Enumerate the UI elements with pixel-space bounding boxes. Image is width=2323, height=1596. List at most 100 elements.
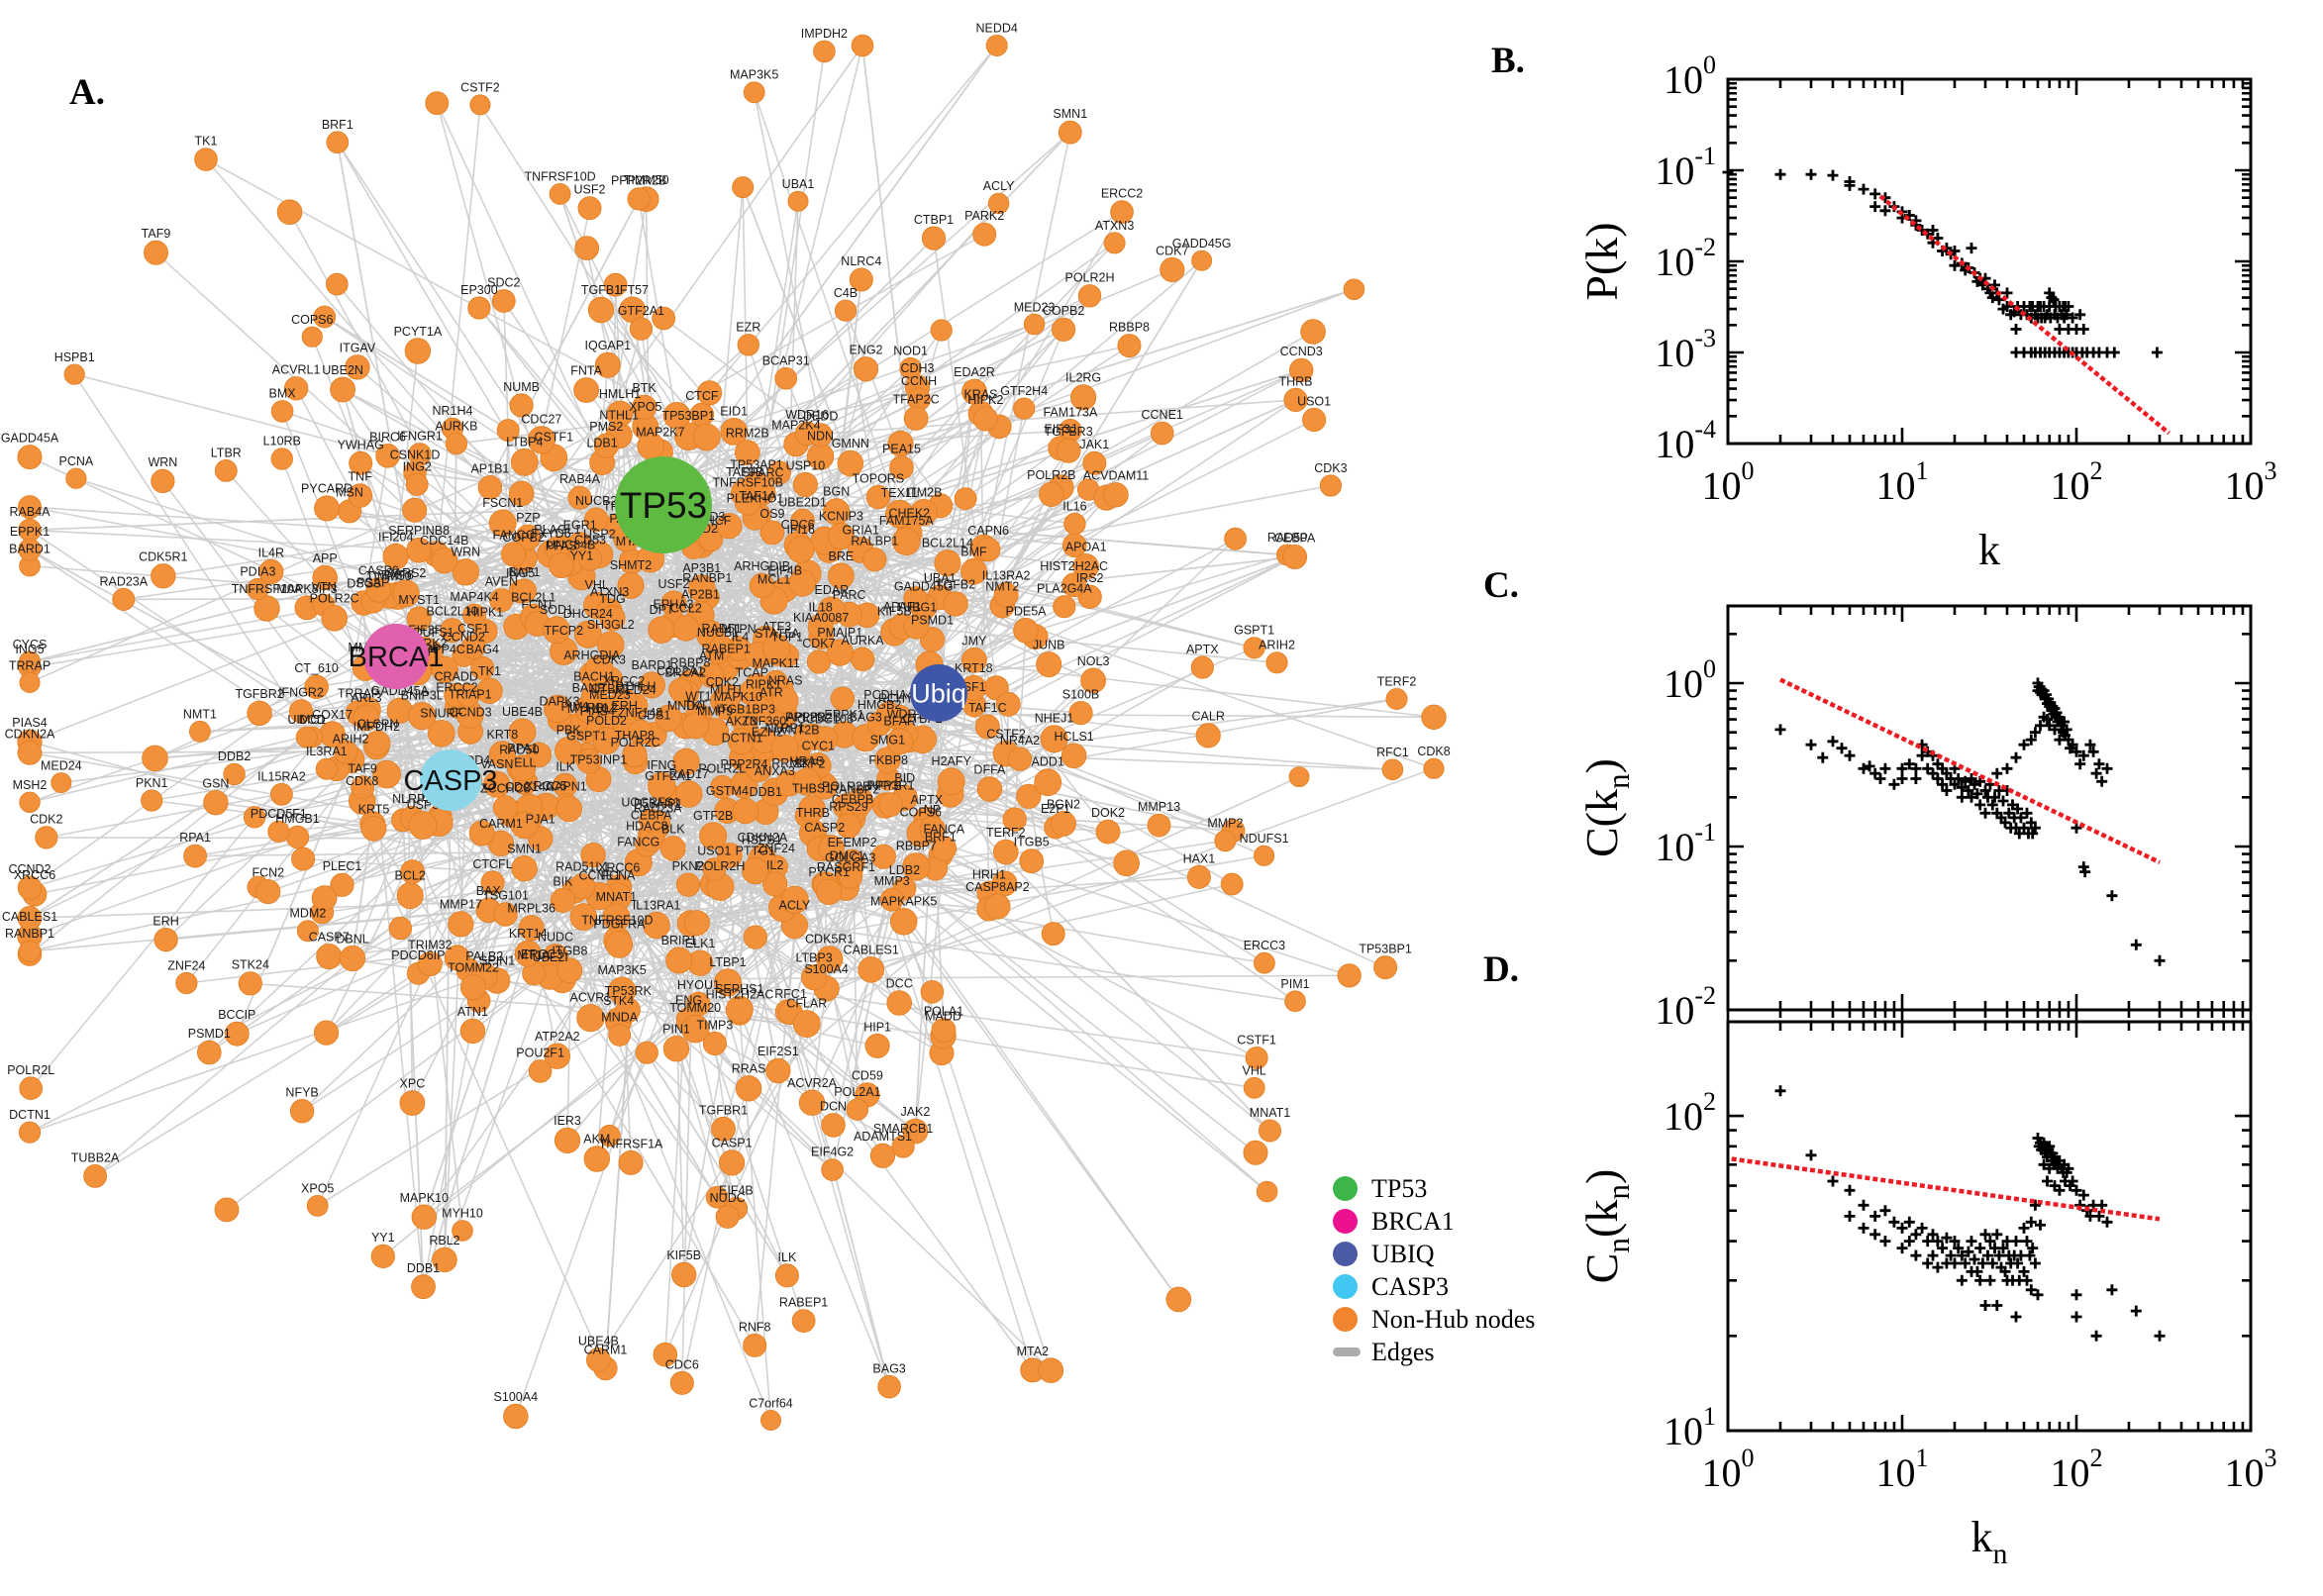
network-edge [777,892,990,1072]
network-node [544,694,572,724]
ytick-label-c: 100 [1664,654,1716,706]
network-graph: MNDAPOLR2CPOLR2BAPTXHIST2H2ACGTF2A1ING5E… [1,21,1451,1432]
network-node [846,787,874,816]
network-edge [500,211,1123,601]
network-node [889,907,918,936]
ytick-label-d: 101 [1664,1402,1716,1453]
network-node [699,822,728,850]
network-node [992,839,1019,865]
network-node [709,635,734,659]
network-node [583,507,609,533]
network-node [780,885,809,915]
network-node [771,687,799,714]
network-node [488,741,516,768]
network-node [698,662,725,688]
network-node [874,747,901,773]
network-node [488,509,517,538]
ytick-label-c: 10-2 [1655,981,1716,1033]
network-node [364,730,391,756]
network-node [826,639,854,666]
network-node [1186,864,1211,889]
plot-b-points [1722,166,2163,358]
network-edge [831,692,940,1170]
network-node [648,771,676,801]
network-node [527,426,556,454]
network-node [1013,617,1039,644]
network-edge [597,888,906,1360]
network-node [675,872,701,897]
network-node [705,1185,729,1209]
network-edge [739,538,1237,1011]
network-edge [938,555,1295,694]
network-node [400,859,425,884]
legend-item-brca1: BRCA1 [1333,1205,1535,1238]
network-edge [914,692,940,1132]
network-edge [422,504,664,1287]
network-node [716,513,743,540]
network-node [830,686,856,711]
network-edge [29,661,428,804]
network-edge [450,132,1071,781]
network-node [714,683,742,711]
legend-item-edges: Edges [1333,1336,1535,1368]
network-node [870,844,896,869]
legend-label-brca1: BRCA1 [1371,1206,1455,1236]
network-edge [456,956,1255,1089]
ytick-label-b: 10-4 [1655,415,1716,466]
network-node [510,448,539,476]
tp53-swatch-icon [1333,1176,1358,1201]
network-node [816,878,843,906]
network-node [903,586,928,611]
network-edge [616,940,788,1276]
network-node [1068,700,1093,726]
network-node [790,508,815,534]
network-node [427,719,455,748]
network-node [581,683,608,710]
network-node [837,449,864,477]
network-node [683,910,710,937]
network-edge [29,778,470,938]
network-node [556,795,582,823]
network-node [492,795,518,821]
network-node [1040,725,1068,753]
network-node [391,579,420,608]
xtick-label-d: 103 [2225,1444,2277,1495]
plot-c: 100 10-1 10-2 C(kn​) [1576,604,2253,1033]
network-node [934,549,961,577]
ytick-label-b: 100 [1664,50,1716,102]
ytick-label-c: 10-1 [1655,818,1716,869]
network-node [652,306,675,331]
network-node [993,582,1019,608]
network-node [1060,743,1087,769]
network-edge [336,767,607,1369]
network-edge [394,350,419,557]
network-node [672,615,700,642]
network-edge [604,504,664,1369]
network-node [360,815,387,842]
network-edge [938,391,975,694]
network-node [770,734,799,762]
network-node [610,687,638,715]
network-node [556,957,583,984]
ytick-label-b: 10-3 [1655,324,1716,375]
panel-c-label: C. [1483,565,1519,606]
network-node [737,334,760,356]
network-edge [185,743,379,984]
network-node [668,677,693,702]
network-edge [758,708,1179,1300]
legend-item-casp3: CASP3 [1333,1270,1535,1303]
network-node [569,873,596,900]
network-edge [1005,399,1296,596]
network-edge [561,898,892,981]
network-edge [780,419,1315,691]
network-node [431,655,458,684]
network-node [605,931,634,958]
xtick-label-b: 100 [1702,456,1755,508]
network-node [792,1010,821,1038]
network-node [1002,807,1027,832]
network-edge [561,974,1350,981]
network-node [431,547,458,574]
plot-d-fit-line [1731,1156,2161,1222]
